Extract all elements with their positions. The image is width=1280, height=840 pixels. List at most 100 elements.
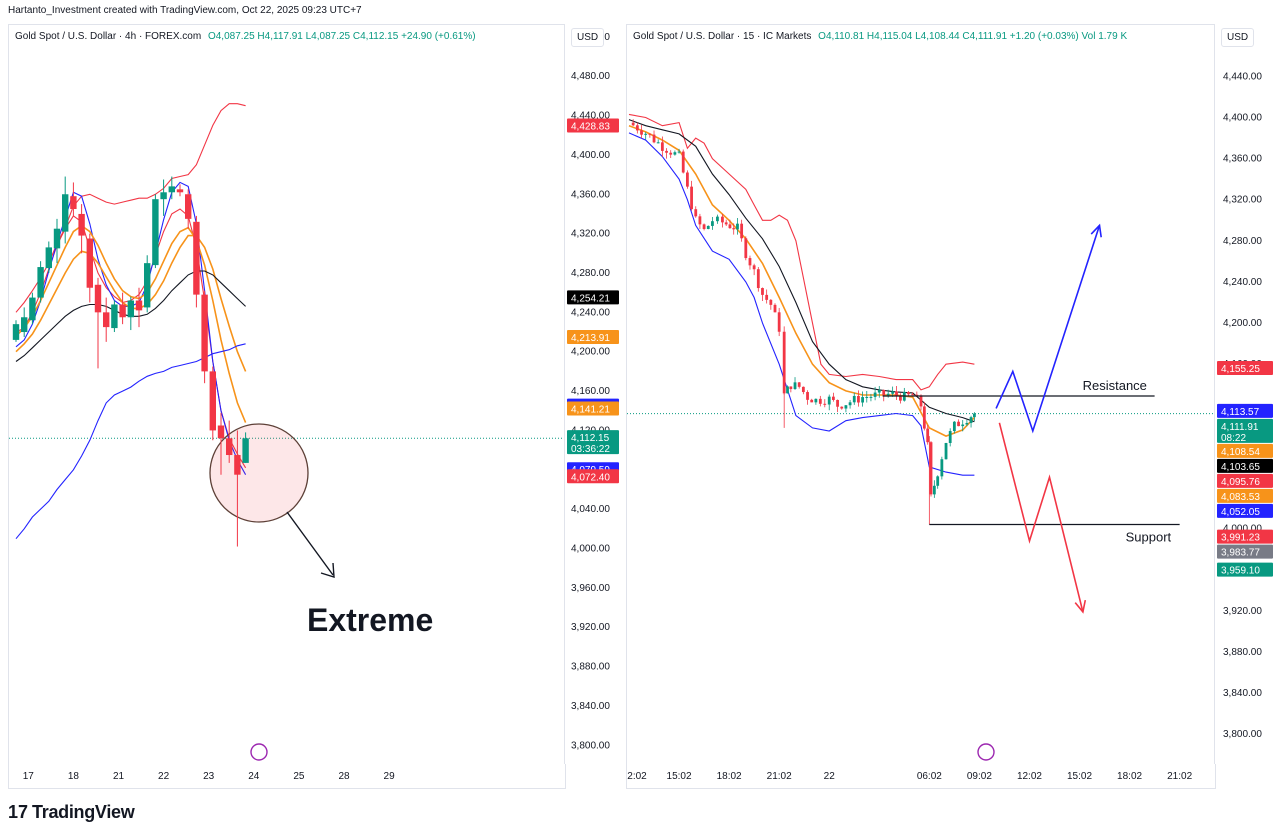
candle-body: [899, 395, 902, 401]
candle-body: [732, 228, 736, 230]
candle-body: [176, 189, 184, 193]
candle-body: [686, 172, 689, 187]
time-tick: 21: [113, 771, 125, 782]
candle-body: [234, 455, 241, 475]
candle-body: [857, 395, 860, 403]
candle-body: [635, 125, 639, 131]
lightning-icon: [977, 743, 995, 761]
right-time-scale-canvas: 2:02 15:02 18:02 21:02 22 06:02 09:02 12:02 15:0…: [627, 771, 1192, 782]
candle-body: [135, 300, 143, 311]
lightning-icon: [250, 743, 268, 761]
chart-header: Hartanto_Investment created with Trading…: [8, 5, 362, 16]
candle-body: [961, 424, 965, 427]
candle-body: [793, 382, 797, 390]
candle-body: [944, 442, 948, 460]
price-label-bg: [1217, 403, 1273, 418]
price-tick: 4,320.00: [1223, 195, 1262, 206]
candle-body: [744, 238, 748, 259]
candle-body: [761, 288, 764, 295]
time-tick: 06:02: [917, 771, 942, 782]
candle-body: [694, 209, 698, 217]
candle-body: [818, 398, 822, 404]
candle-body: [728, 224, 732, 229]
candle-body: [810, 399, 814, 403]
price-label: 4,111.91: [1221, 422, 1259, 433]
candle-body: [936, 476, 940, 486]
scenario-arrowhead-bullish: [1090, 223, 1102, 238]
candle-body: [922, 406, 926, 429]
price-tick: 4,440.00: [571, 111, 610, 122]
candle-body: [193, 221, 200, 295]
candle-body: [919, 395, 923, 407]
price-label: 4,113.57: [1221, 407, 1260, 418]
price-label: 4,428.83: [571, 122, 610, 133]
price-tick: 3,800.00: [1223, 729, 1262, 740]
time-tick: 25: [293, 771, 305, 782]
candle-body: [209, 371, 216, 431]
time-tick: 22: [824, 771, 836, 782]
candle-body: [94, 284, 102, 313]
candle-body: [652, 134, 656, 143]
price-label-bg: [567, 330, 619, 345]
candle-body: [769, 299, 773, 305]
extreme-label: Extreme: [307, 602, 433, 638]
candle-body: [698, 216, 702, 225]
candle-body: [948, 431, 952, 443]
left-price-scale[interactable]: 4,520.004,480.004,440.004,400.004,360.00…: [564, 24, 621, 764]
right-chart-pane[interactable]: Resistance Support Gold Spot / U.S. Dolla…: [626, 24, 1216, 766]
time-tick: 12:02: [1017, 771, 1042, 782]
candle-body: [644, 133, 648, 135]
overlay-upper-band: [15, 103, 246, 313]
level-label-resistance: Resistance: [1083, 378, 1147, 393]
candle-body: [724, 222, 728, 225]
right-currency-label[interactable]: USD: [1221, 28, 1255, 47]
price-tick: 3,880.00: [1223, 647, 1262, 658]
candle-body: [882, 389, 886, 396]
price-tick: 4,200.00: [571, 347, 610, 358]
right-time-scale[interactable]: 2:02 15:02 18:02 21:02 22 06:02 09:02 12:02 15:0…: [626, 764, 1216, 789]
left-chart-canvas[interactable]: Extreme: [9, 25, 565, 765]
candle-body: [756, 269, 760, 289]
candle-body: [777, 312, 781, 332]
candle-body: [752, 265, 756, 270]
highlight-circle: [209, 423, 309, 523]
candle-body: [972, 413, 976, 418]
price-label-bg: [567, 430, 619, 455]
candle-body: [660, 142, 664, 151]
candle-body: [836, 399, 839, 407]
price-tick: 3,800.00: [571, 740, 610, 751]
candle-body: [891, 391, 895, 394]
candle-body: [840, 406, 844, 409]
candle-body: [103, 312, 110, 328]
right-volume: Vol 1.79 K: [1081, 31, 1128, 42]
candle-body: [665, 150, 668, 153]
candle-body: [789, 386, 793, 390]
left-chart-pane[interactable]: Extreme Gold Spot / U.S. Dollar · 4h · F…: [8, 24, 566, 766]
right-chart-canvas[interactable]: Resistance Support: [627, 25, 1215, 765]
time-tick: 21:02: [1167, 771, 1192, 782]
candle-body: [965, 422, 969, 425]
candle-body: [832, 396, 835, 400]
candle-body: [201, 294, 208, 372]
price-label: 3,983.77: [1221, 548, 1260, 559]
right-price-scale[interactable]: 4,440.00 4,400.00 4,360.00 4,320.00 4,280.00…: [1214, 24, 1275, 764]
tradingview-logo[interactable]: 17 TradingView: [8, 802, 135, 823]
price-tick: 3,840.00: [571, 701, 610, 712]
candle-body: [640, 130, 643, 135]
time-tick: 23: [203, 771, 215, 782]
annotation-arrow: [286, 511, 334, 576]
price-tick: 4,000.00: [1223, 524, 1262, 535]
candle-body: [656, 142, 660, 144]
left-time-scale[interactable]: 17 18 21 22 23 24 25 28 29: [8, 764, 566, 789]
candle-body: [168, 186, 175, 193]
price-tick: 4,480.00: [571, 71, 610, 82]
price-label: 4,213.91: [571, 333, 610, 344]
candle-body: [78, 213, 85, 236]
candle-body: [70, 196, 77, 210]
left-ohlc-values: O4,087.25 H4,117.91 L4,087.25 C4,112.15 …: [207, 31, 476, 42]
right-ohlc-values: O4,110.81 H4,115.04 L4,108.44 C4,111.91 …: [818, 31, 1079, 42]
right-price-scale-canvas: 4,440.00 4,400.00 4,360.00 4,320.00 4,280.00…: [1217, 71, 1273, 740]
price-label-bg: [1217, 361, 1273, 376]
candle-body: [869, 396, 873, 398]
left-currency-label[interactable]: USD: [571, 28, 605, 47]
